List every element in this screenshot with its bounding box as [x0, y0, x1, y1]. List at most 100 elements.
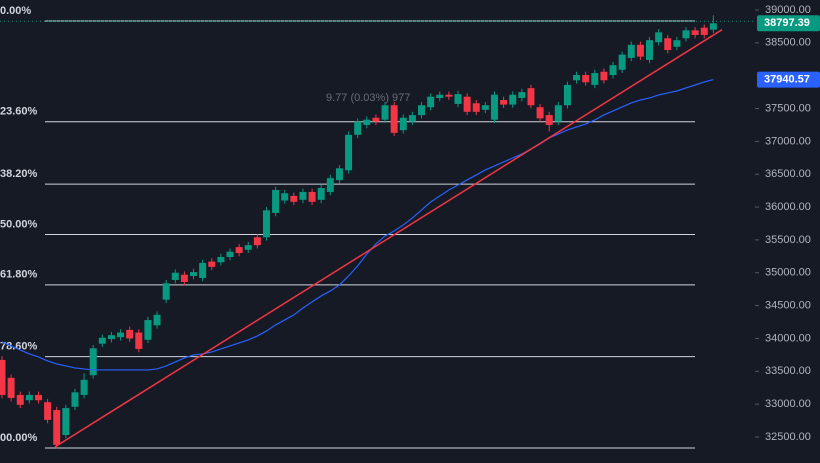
y-tick-label: 37500.00	[765, 102, 811, 114]
candle-body	[80, 379, 88, 395]
candle-body	[335, 168, 343, 181]
candle-body	[144, 320, 152, 340]
y-tick-label: 35500.00	[765, 234, 811, 246]
candle-body	[162, 283, 170, 300]
candle-body	[25, 394, 33, 401]
candle-body	[326, 178, 334, 192]
candle-body	[62, 408, 70, 436]
candle-body	[472, 103, 480, 112]
candle-body	[454, 94, 462, 104]
candle-body	[481, 105, 489, 110]
candle-body	[500, 99, 508, 105]
candle-body	[463, 96, 471, 112]
candle-body	[235, 247, 243, 254]
candle-body	[372, 117, 380, 122]
candle-body	[399, 117, 407, 131]
fib-label: 50.00%	[0, 218, 38, 230]
candle-body	[636, 44, 644, 57]
y-tick-label: 36000.00	[765, 201, 811, 213]
candle-body	[536, 107, 544, 119]
candle-body	[655, 32, 663, 43]
candle-body	[354, 121, 362, 135]
candle-body	[299, 191, 307, 200]
candle-body	[272, 189, 280, 213]
candle-body	[390, 105, 398, 133]
candle-body	[582, 75, 590, 83]
candle-body	[700, 27, 708, 35]
candle-body	[709, 23, 717, 30]
candle-body	[290, 195, 298, 202]
price-tag-label: 38797.39	[764, 17, 810, 29]
candle-body	[445, 94, 453, 97]
trend-line	[54, 29, 723, 448]
candle-body	[190, 272, 198, 277]
candle-body	[345, 134, 353, 171]
candle-body	[381, 105, 389, 120]
candle-body	[199, 262, 207, 279]
y-tick-label: 36500.00	[765, 168, 811, 180]
y-tick-label: 37000.00	[765, 135, 811, 147]
candle-body	[208, 261, 216, 267]
fib-label: 0.00%	[0, 5, 31, 17]
y-tick-label: 35000.00	[765, 267, 811, 279]
y-tick-label: 33000.00	[765, 398, 811, 410]
candle-body	[7, 377, 15, 398]
fib-label: 38.20%	[0, 168, 38, 180]
candle-body	[664, 38, 672, 51]
y-tick-label: 34000.00	[765, 332, 811, 344]
moving-average	[1, 79, 714, 371]
candle-body	[436, 94, 444, 99]
candle-body	[217, 256, 225, 263]
candle-body	[509, 94, 517, 105]
candle-body	[627, 44, 635, 58]
fib-label: 78.60%	[0, 340, 38, 352]
candle-body	[180, 274, 188, 282]
annotation: 9.77 (0.03%) 977	[326, 92, 410, 104]
candle-body	[98, 337, 106, 344]
candle-body	[44, 402, 52, 420]
candle-body	[408, 115, 416, 122]
fib-label: 23.60%	[0, 106, 38, 118]
candle-body	[89, 348, 97, 376]
y-tick-label: 34500.00	[765, 300, 811, 312]
candle-body	[107, 335, 115, 340]
candle-body	[691, 30, 699, 35]
candle-body	[317, 188, 325, 200]
candle-body	[135, 332, 143, 349]
price-tag-label: 37940.57	[764, 73, 810, 85]
candle-body	[600, 71, 608, 81]
candle-body	[591, 73, 599, 85]
y-tick-label: 38500.00	[765, 37, 811, 49]
candle-body	[490, 94, 498, 120]
candle-body	[253, 237, 261, 246]
price-tag	[757, 15, 820, 32]
candle-body	[244, 245, 252, 250]
candle-body	[153, 314, 161, 326]
candle-body	[308, 191, 316, 202]
candle-body	[262, 210, 270, 238]
candle-body	[71, 392, 79, 407]
candle-body	[34, 394, 42, 401]
fib-label: 61.80%	[0, 269, 38, 281]
candle-body	[618, 54, 626, 70]
candle-body	[53, 410, 61, 445]
candle-body	[0, 359, 6, 395]
candle-body	[563, 84, 571, 106]
candle-body	[527, 88, 535, 106]
candle-body	[545, 115, 553, 125]
candle-body	[554, 105, 562, 122]
fib-label: 00.00%	[0, 432, 38, 444]
candle-body	[16, 394, 24, 405]
price-tag	[757, 71, 820, 88]
y-tick-label: 32500.00	[765, 431, 811, 443]
candle-body	[418, 105, 426, 116]
y-tick-label: 33500.00	[765, 365, 811, 377]
candle-body	[673, 40, 681, 47]
candle-body	[682, 30, 690, 39]
candle-body	[609, 65, 617, 76]
candle-body	[226, 251, 234, 257]
candle-body	[518, 92, 526, 99]
candle-body	[281, 193, 289, 201]
